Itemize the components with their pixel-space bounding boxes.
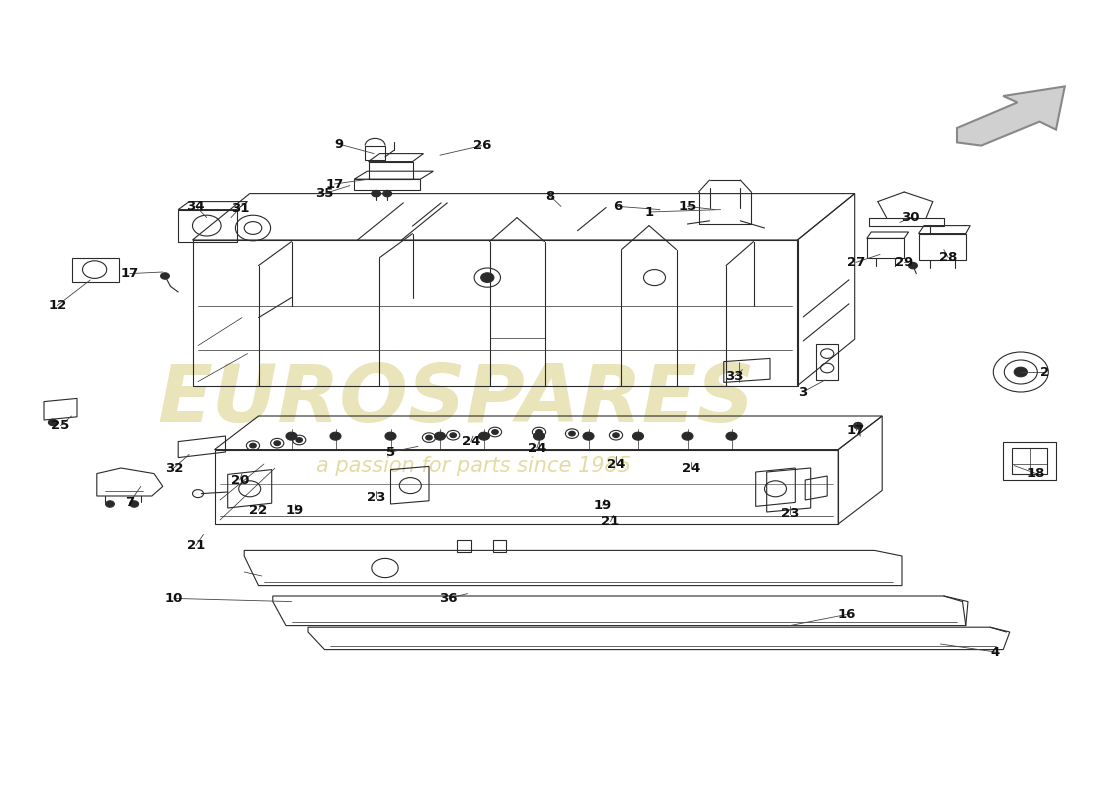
Text: 32: 32 xyxy=(165,462,183,474)
Circle shape xyxy=(909,262,917,269)
Circle shape xyxy=(481,273,494,282)
Text: 2: 2 xyxy=(1041,366,1049,378)
Circle shape xyxy=(726,432,737,440)
Circle shape xyxy=(434,432,446,440)
Text: 19: 19 xyxy=(286,504,304,517)
Text: 20: 20 xyxy=(231,474,249,486)
Text: 24: 24 xyxy=(462,435,480,448)
Text: 10: 10 xyxy=(165,592,183,605)
Text: a passion for parts since 1985: a passion for parts since 1985 xyxy=(316,456,630,475)
Circle shape xyxy=(296,438,303,442)
Circle shape xyxy=(1014,367,1027,377)
Circle shape xyxy=(250,443,256,448)
Circle shape xyxy=(632,432,644,440)
Circle shape xyxy=(478,432,490,440)
Circle shape xyxy=(385,432,396,440)
Text: 23: 23 xyxy=(781,507,799,520)
Text: 35: 35 xyxy=(316,187,333,200)
Circle shape xyxy=(372,190,381,197)
Circle shape xyxy=(383,190,392,197)
Text: 7: 7 xyxy=(125,496,134,509)
Text: 3: 3 xyxy=(799,386,807,398)
Text: 9: 9 xyxy=(334,138,343,150)
Circle shape xyxy=(492,430,498,434)
Text: 22: 22 xyxy=(250,504,267,517)
Text: 12: 12 xyxy=(48,299,66,312)
Text: 30: 30 xyxy=(902,211,920,224)
Text: 24: 24 xyxy=(607,458,625,470)
Text: 15: 15 xyxy=(679,200,696,213)
Text: 1: 1 xyxy=(645,206,653,218)
Circle shape xyxy=(130,501,139,507)
Text: 28: 28 xyxy=(939,251,957,264)
Circle shape xyxy=(583,432,594,440)
Circle shape xyxy=(106,501,114,507)
Polygon shape xyxy=(957,86,1065,146)
Text: 23: 23 xyxy=(367,491,385,504)
Circle shape xyxy=(330,432,341,440)
Text: 6: 6 xyxy=(614,200,623,213)
Circle shape xyxy=(274,441,280,446)
Text: 21: 21 xyxy=(602,515,619,528)
Text: 33: 33 xyxy=(726,370,744,382)
Text: 24: 24 xyxy=(682,462,700,474)
Text: 5: 5 xyxy=(386,446,395,458)
Circle shape xyxy=(161,273,169,279)
Circle shape xyxy=(450,433,456,438)
Circle shape xyxy=(613,433,619,438)
Text: 16: 16 xyxy=(838,608,856,621)
Text: 18: 18 xyxy=(1027,467,1045,480)
Text: 4: 4 xyxy=(991,646,1000,658)
Circle shape xyxy=(682,432,693,440)
Text: 17: 17 xyxy=(326,178,343,190)
Text: 27: 27 xyxy=(847,256,865,269)
Text: 24: 24 xyxy=(528,442,546,454)
Text: 17: 17 xyxy=(121,267,139,280)
Circle shape xyxy=(286,432,297,440)
Text: 8: 8 xyxy=(546,190,554,202)
Text: 29: 29 xyxy=(895,256,913,269)
Text: 19: 19 xyxy=(594,499,612,512)
Circle shape xyxy=(854,422,862,429)
Text: EUROSPARES: EUROSPARES xyxy=(157,361,756,439)
Text: 17: 17 xyxy=(847,424,865,437)
Circle shape xyxy=(48,419,57,426)
Circle shape xyxy=(534,432,544,440)
Circle shape xyxy=(569,431,575,436)
Text: 26: 26 xyxy=(473,139,491,152)
Text: 36: 36 xyxy=(440,592,458,605)
Text: 31: 31 xyxy=(231,202,249,214)
Circle shape xyxy=(536,430,542,434)
Text: 34: 34 xyxy=(187,200,205,213)
Text: 25: 25 xyxy=(52,419,69,432)
Circle shape xyxy=(426,435,432,440)
Text: 21: 21 xyxy=(187,539,205,552)
